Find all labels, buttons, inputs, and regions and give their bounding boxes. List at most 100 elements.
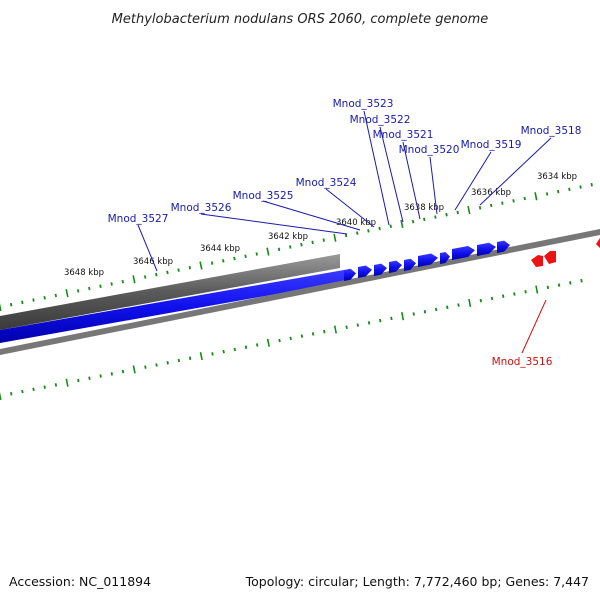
scale-tick-minor xyxy=(557,189,560,194)
gene-label[interactable]: Mnod_3526 xyxy=(171,202,232,214)
scale-tick-minor xyxy=(177,358,181,363)
scale-tick-minor xyxy=(110,282,113,286)
scale-tick-minor xyxy=(210,261,214,265)
reverse-gene-arrow[interactable] xyxy=(531,255,543,267)
forward-gene-arrow[interactable] xyxy=(477,242,496,256)
scale-tick-minor xyxy=(367,229,370,233)
scale-tick-minor xyxy=(590,182,593,187)
scale-tick-minor xyxy=(490,296,494,301)
reverse-gene-arrow[interactable] xyxy=(544,251,556,264)
forward-gene-arrow[interactable] xyxy=(404,258,416,271)
gene-labels: Mnod_3518 Mnod_3519 Mnod_3520 Mnod_3521 … xyxy=(108,98,582,368)
scale-tick-minor xyxy=(568,187,571,192)
scale-label: 3638 kbp xyxy=(404,203,444,213)
scale-tick-minor xyxy=(323,329,326,334)
scale-tick-minor xyxy=(222,349,225,354)
scale-tick-minor xyxy=(121,369,125,374)
scale-label: 3636 kbp xyxy=(471,188,511,198)
scale-tick-major xyxy=(199,261,203,270)
scale-tick-minor xyxy=(502,294,505,298)
gene-label[interactable]: Mnod_3521 xyxy=(373,129,434,141)
scale-tick-major xyxy=(534,192,538,201)
scale-tick-minor xyxy=(110,372,113,376)
scale-tick-minor xyxy=(256,343,259,347)
outer-scale-ticks xyxy=(0,182,593,312)
forward-gene-arrow[interactable] xyxy=(374,263,387,276)
backbone-band-upper xyxy=(0,254,340,330)
scale-label: 3644 kbp xyxy=(200,244,240,254)
backbone-line-lower xyxy=(0,229,600,355)
scale-tick-minor xyxy=(255,252,258,256)
scale-tick-minor xyxy=(188,356,192,361)
gene-label[interactable]: Mnod_3516 xyxy=(492,356,553,368)
scale-tick-minor xyxy=(277,247,281,252)
forward-gene-arrow[interactable] xyxy=(389,260,402,273)
gene-label[interactable]: Mnod_3518 xyxy=(521,125,582,137)
scale-tick-minor xyxy=(54,383,58,387)
scale-tick-minor xyxy=(524,290,527,294)
gene-label[interactable]: Mnod_3527 xyxy=(108,213,169,225)
scale-tick-minor xyxy=(434,215,437,219)
scale-tick-minor xyxy=(222,259,225,263)
scale-tick-minor xyxy=(445,212,448,217)
scale-tick-minor xyxy=(478,206,482,210)
scale-tick-minor xyxy=(177,268,180,272)
scale-tick-minor xyxy=(99,284,102,288)
scale-tick-minor xyxy=(457,303,460,307)
scale-tick-minor xyxy=(278,338,281,343)
scale-tick-minor xyxy=(211,352,214,356)
forward-gene-arrow[interactable] xyxy=(418,253,438,268)
gene-label[interactable]: Mnod_3524 xyxy=(296,177,357,189)
gene-label[interactable]: Mnod_3519 xyxy=(461,139,522,151)
genome-summary-text: Topology: circular; Length: 7,772,460 bp… xyxy=(245,574,589,589)
scale-tick-minor xyxy=(479,298,482,303)
scale-tick-minor xyxy=(166,361,169,365)
forward-gene-arrow[interactable] xyxy=(440,252,450,264)
forward-gene-arrow[interactable] xyxy=(452,246,475,260)
forward-gene-arrow[interactable] xyxy=(497,240,510,253)
scale-tick-minor xyxy=(121,279,124,284)
scale-tick-minor xyxy=(300,334,304,338)
scale-tick-minor xyxy=(579,185,582,189)
scale-tick-minor xyxy=(378,226,381,231)
scale-tick-minor xyxy=(10,392,13,396)
scale-tick-minor xyxy=(423,217,426,222)
reverse-gene-arrows xyxy=(531,238,600,267)
gene-label[interactable]: Mnod_3525 xyxy=(233,190,294,202)
scale-tick-major xyxy=(468,298,472,307)
scale-label: 3642 kbp xyxy=(268,232,308,242)
gene-label[interactable]: Mnod_3523 xyxy=(333,98,394,110)
scale-tick-minor xyxy=(501,201,504,205)
gene-label[interactable]: Mnod_3520 xyxy=(399,144,460,156)
accession-text: Accession: NC_011894 xyxy=(9,574,151,589)
forward-gene-arrow[interactable] xyxy=(358,265,372,279)
scale-tick-minor xyxy=(88,376,91,380)
scale-tick-minor xyxy=(88,286,91,291)
scale-tick-minor xyxy=(244,345,248,349)
scale-tick-minor xyxy=(390,316,393,321)
scale-tick-minor xyxy=(233,347,236,352)
scale-tick-major xyxy=(333,233,337,242)
scale-tick-minor xyxy=(188,266,191,270)
scale-tick-minor xyxy=(311,240,314,245)
scale-tick-minor xyxy=(412,312,415,316)
scale-tick-major xyxy=(65,289,69,298)
scale-tick-minor xyxy=(32,387,35,392)
scale-tick-minor xyxy=(289,336,292,341)
scale-tick-minor xyxy=(233,256,236,261)
scale-tick-major xyxy=(199,352,203,361)
scale-tick-minor xyxy=(569,281,572,285)
scale-tick-major xyxy=(333,325,337,334)
gene-label[interactable]: Mnod_3522 xyxy=(350,114,411,126)
scale-tick-minor xyxy=(545,192,549,196)
scale-tick-minor xyxy=(77,378,80,383)
scale-tick-minor xyxy=(155,363,158,367)
scale-tick-minor xyxy=(490,203,493,208)
scale-tick-minor xyxy=(54,293,57,298)
reverse-gene-arrow[interactable] xyxy=(596,238,600,248)
scale-tick-minor xyxy=(155,272,158,277)
forward-gene-arrow[interactable] xyxy=(344,268,356,281)
scale-tick-minor xyxy=(456,210,459,215)
scale-tick-minor xyxy=(99,374,102,378)
scale-tick-minor xyxy=(411,219,415,224)
